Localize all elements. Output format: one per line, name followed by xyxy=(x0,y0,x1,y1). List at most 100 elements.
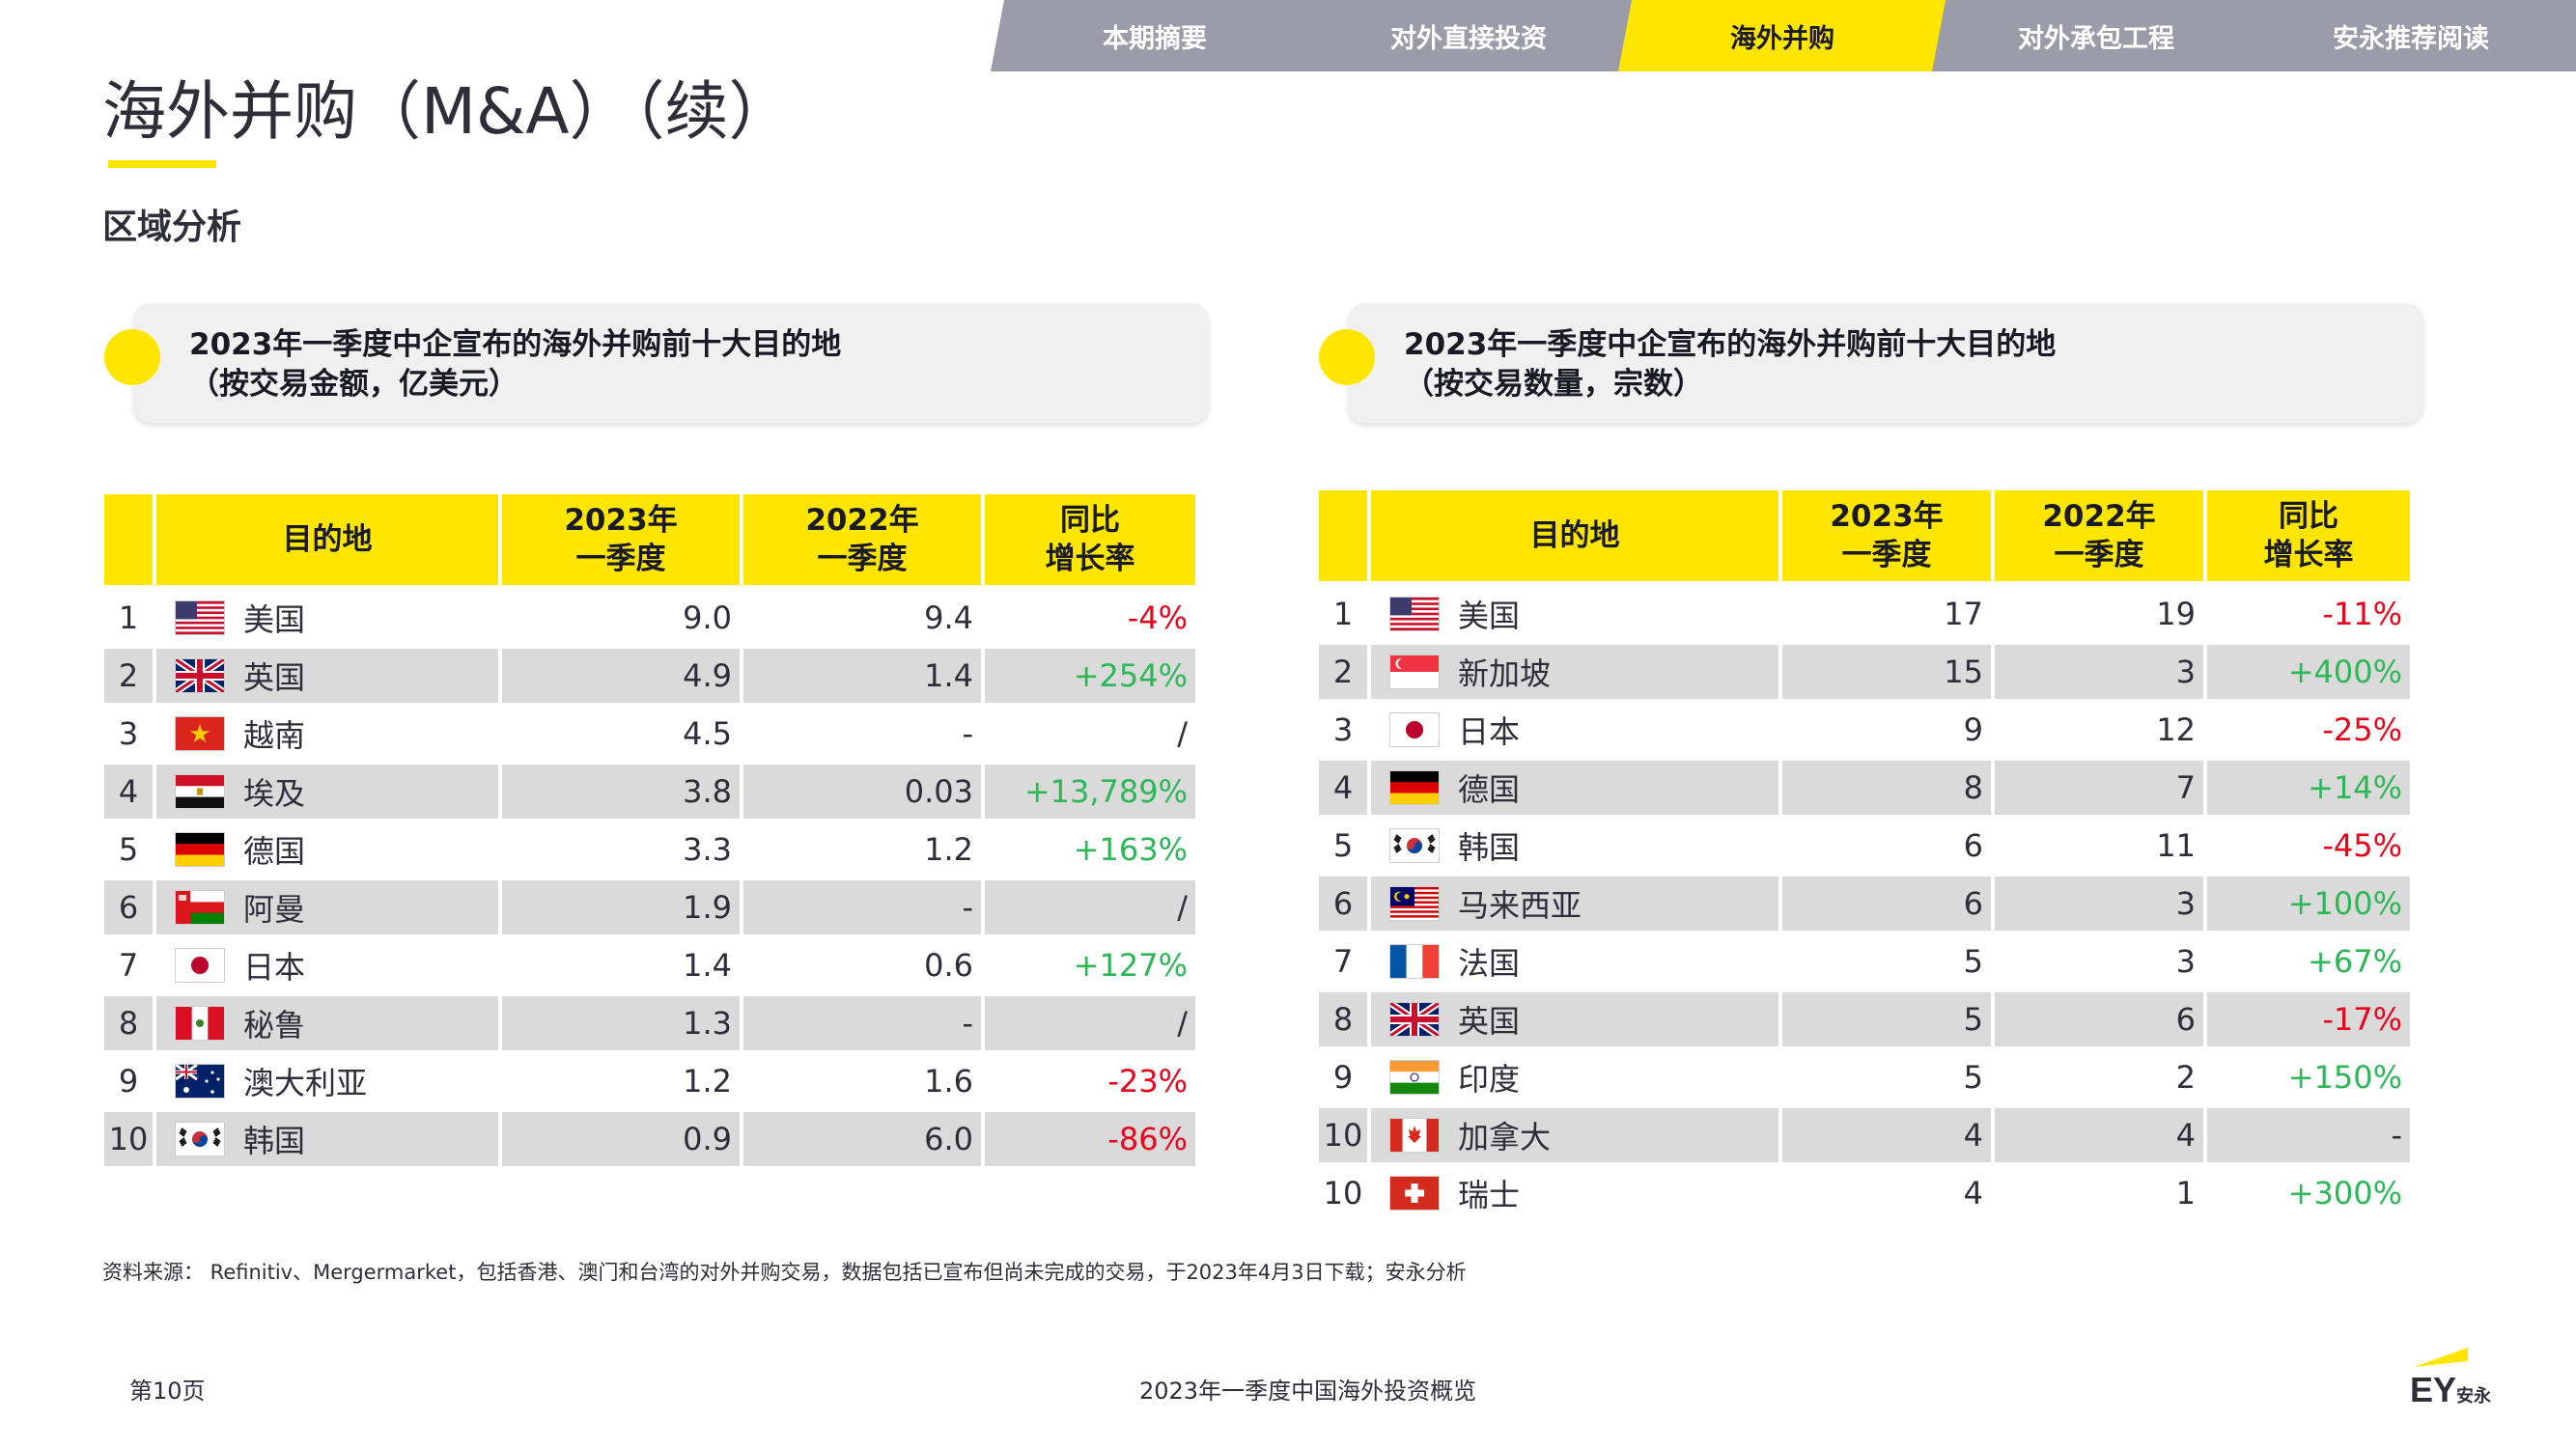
destination-name: 加拿大 xyxy=(1458,1119,1552,1156)
section-title: 区域分析 xyxy=(102,208,242,247)
page-number: 第10页 xyxy=(129,1378,206,1405)
value-2022-cell: 3 xyxy=(1995,645,2203,699)
destination-name: 英国 xyxy=(1458,1003,1521,1040)
source-note: 资料来源： Refinitiv、Mergermarket，包括香港、澳门和台湾的… xyxy=(102,1261,1467,1284)
right-card-line1: 2023年一季度中企宣布的海外并购前十大目的地 xyxy=(1404,327,2057,362)
value-2022-cell: 6.0 xyxy=(743,1112,981,1166)
table-row: 3 日本 9 12 -25% xyxy=(1319,703,2414,757)
right-chart-card xyxy=(1348,303,2423,423)
destination-cell: 美国 xyxy=(156,591,498,645)
tab-outbound-fdi[interactable]: 对外直接投资 xyxy=(1304,0,1633,71)
value-2022-cell: 9.4 xyxy=(924,599,973,636)
value-2023-cell: 6 xyxy=(1782,877,1991,931)
growth-cell: -4% xyxy=(1127,599,1188,636)
table-row: 4 德国 8 7 +14% xyxy=(1319,761,2414,815)
rank-cell: 4 xyxy=(104,765,153,819)
value-2022-cell: 3 xyxy=(2175,943,2196,980)
amount-ranking-table: 目的地 2023年 一季度 2022年 一季度 同比 增长率 1 美国 9.0 9.4 -4% 2… xyxy=(104,494,1199,1170)
growth-cell: +254% xyxy=(985,649,1195,703)
title-underline xyxy=(108,160,216,168)
value-2022-cell: 2 xyxy=(2175,1059,2196,1096)
table-row: 10 加拿大 4 4- xyxy=(1319,1108,2414,1162)
rank-cell: 8 xyxy=(104,996,153,1050)
value-2023-cell: 6 xyxy=(1963,827,1983,864)
rank-cell: 10 xyxy=(1319,1108,1367,1162)
value-2023-cell: 3.3 xyxy=(683,831,732,868)
value-2023-cell: 8 xyxy=(1782,761,1991,815)
destination-name: 埃及 xyxy=(243,775,306,812)
destination-cell: 英国 xyxy=(1371,992,1778,1046)
right-card-title: 2023年一季度中企宣布的海外并购前十大目的地 （按交易数量，宗数） xyxy=(1404,325,2056,404)
destination-cell: 英国 xyxy=(156,649,498,703)
growth-cell: +100% xyxy=(2207,877,2410,931)
destination-cell: 韩国 xyxy=(1371,819,1778,873)
value-2023-cell: 3.8 xyxy=(502,765,740,819)
value-2022-cell: - xyxy=(743,996,981,1050)
destination-name: 越南 xyxy=(243,717,306,754)
value-2023-cell: 4 xyxy=(1963,1175,1983,1211)
left-chart-card xyxy=(133,303,1209,423)
australia-flag-icon xyxy=(175,1063,224,1098)
growth-cell: -86% xyxy=(985,1112,1195,1166)
destination-name: 日本 xyxy=(243,949,306,986)
rank-cell: 5 xyxy=(1332,827,1354,864)
korea-flag-icon xyxy=(176,1123,224,1156)
value-2022-cell: - xyxy=(962,715,973,752)
ey-logo: EY 安永 xyxy=(2408,1342,2505,1409)
destination-cell: 德国 xyxy=(156,822,498,877)
france-flag-icon xyxy=(1390,945,1439,978)
destination-name: 美国 xyxy=(1458,598,1521,634)
header-yoy-growth: 同比 增长率 xyxy=(985,494,1195,585)
rank-cell: 6 xyxy=(1319,877,1367,931)
destination-cell: 德国 xyxy=(1371,761,1778,815)
top-nav: 本期摘要 对外直接投资 海外并购 对外承包工程 安永推荐阅读 xyxy=(991,0,2576,71)
value-2023-cell: 9.0 xyxy=(683,599,732,636)
tab-contracting[interactable]: 对外承包工程 xyxy=(1932,0,2260,71)
value-2023-cell: 9 xyxy=(1963,711,1983,748)
rank-cell: 3 xyxy=(1332,711,1354,748)
rank-cell: 2 xyxy=(1319,645,1367,699)
tab-summary[interactable]: 本期摘要 xyxy=(991,0,1319,71)
japan-flag-icon xyxy=(1390,713,1439,746)
right-card-bullet xyxy=(1319,329,1375,385)
destination-cell: 埃及 xyxy=(156,765,498,819)
destination-cell: 越南 xyxy=(156,707,498,761)
growth-cell: -25% xyxy=(2322,711,2402,748)
destination-name: 德国 xyxy=(243,833,306,870)
destination-cell: 阿曼 xyxy=(156,880,498,934)
destination-cell: 新加坡 xyxy=(1371,645,1778,699)
rank-cell: 9 xyxy=(1332,1059,1354,1096)
egypt-flag-icon xyxy=(176,775,224,808)
destination-name: 德国 xyxy=(1458,771,1521,808)
destination-name: 英国 xyxy=(243,659,306,696)
growth-cell: / xyxy=(985,880,1195,934)
page-title: 海外并购（M&A）（续） xyxy=(102,74,793,149)
value-2023-cell: 1.9 xyxy=(502,880,740,934)
uk-flag-icon xyxy=(174,656,226,695)
growth-cell: +67% xyxy=(2308,943,2402,980)
value-2022-cell: 4 xyxy=(1995,1108,2203,1162)
tab-recommended-reading[interactable]: 安永推荐阅读 xyxy=(2246,0,2576,71)
destination-name: 韩国 xyxy=(243,1123,306,1159)
value-2022-cell: 1.2 xyxy=(924,831,973,868)
growth-cell: +14% xyxy=(2207,761,2410,815)
growth-cell: +127% xyxy=(1073,947,1188,984)
value-2022-cell: 1.6 xyxy=(924,1063,973,1100)
table-row: 9 印度 5 2 +150% xyxy=(1319,1050,2414,1104)
table-row: 2 英国 4.9 1.4 +254% xyxy=(104,649,1199,703)
table-row: 7 日本 1.4 0.6 +127% xyxy=(104,938,1199,992)
value-2023-cell: 1.3 xyxy=(502,996,740,1050)
svg-text:安永: 安永 xyxy=(2456,1385,2491,1406)
destination-cell: 秘鲁 xyxy=(156,996,498,1050)
left-card-line1: 2023年一季度中企宣布的海外并购前十大目的地 xyxy=(189,327,842,362)
header-yoy-growth: 同比 增长率 xyxy=(2207,490,2410,581)
tab-overseas-ma[interactable]: 海外并购 xyxy=(1618,0,1946,71)
destination-name: 澳大利亚 xyxy=(243,1065,368,1101)
table-row: 5 韩国 6 11 -45% xyxy=(1319,819,2414,873)
uk-flag-icon xyxy=(1388,1000,1441,1039)
growth-cell: -11% xyxy=(2322,596,2402,632)
header-destination: 目的地 xyxy=(156,494,498,585)
table-row: 10 韩国 0.9 6.0 -86% xyxy=(104,1112,1199,1166)
svg-text:EY: EY xyxy=(2410,1370,2456,1409)
header-destination: 目的地 xyxy=(1371,490,1778,581)
